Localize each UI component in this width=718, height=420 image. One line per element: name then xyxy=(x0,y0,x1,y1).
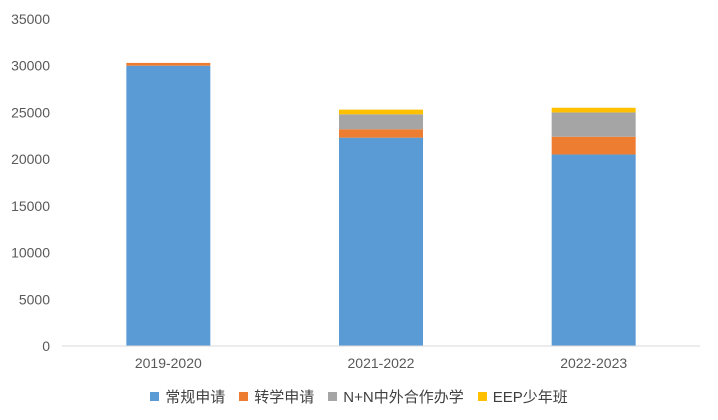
bar-segment xyxy=(339,137,423,346)
y-tick-label: 0 xyxy=(42,338,50,354)
bar-segment xyxy=(339,109,423,115)
y-tick-label: 25000 xyxy=(11,104,50,120)
bar-segment xyxy=(551,112,636,137)
bar-segment xyxy=(551,154,636,346)
bar-segment xyxy=(126,65,211,346)
x-tick-label: 2022-2023 xyxy=(560,355,627,371)
y-tick-label: 10000 xyxy=(11,245,50,261)
bar-segment xyxy=(339,129,423,138)
bar-segment xyxy=(551,136,636,155)
y-tick-label: 20000 xyxy=(11,151,50,167)
legend-label: 转学申请 xyxy=(254,388,315,406)
legend-label: EEP少年班 xyxy=(492,388,568,406)
y-axis: 0 5000 10000 15000 20000 25000 30000 35000 xyxy=(11,11,50,354)
y-tick-label: 5000 xyxy=(19,291,50,307)
legend-item: EEP少年班 xyxy=(477,386,568,407)
bar-segment xyxy=(551,107,636,113)
y-tick-label: 35000 xyxy=(11,11,50,27)
y-tick-label: 30000 xyxy=(11,58,50,74)
legend-item: 常规申请 xyxy=(150,386,225,407)
bar-segment xyxy=(126,62,211,66)
x-axis: 2019-2020 2021-2022 2022-2023 xyxy=(135,355,627,371)
chart-legend: 常规申请 转学申请 N+N中外合作办学 EEP少年班 xyxy=(0,384,718,408)
legend-item: 转学申请 xyxy=(239,386,314,407)
legend-swatch xyxy=(477,391,487,401)
legend-swatch xyxy=(328,391,338,401)
y-tick-label: 15000 xyxy=(11,198,50,214)
bar-series xyxy=(126,62,636,346)
legend-swatch xyxy=(239,391,249,401)
x-tick-label: 2019-2020 xyxy=(135,355,202,371)
bar-segment xyxy=(339,114,423,130)
legend-label: 常规申请 xyxy=(165,388,226,406)
legend-swatch xyxy=(150,391,160,401)
legend-label: N+N中外合作办学 xyxy=(343,388,464,406)
legend-item: N+N中外合作办学 xyxy=(328,386,464,407)
x-tick-label: 2021-2022 xyxy=(348,355,415,371)
